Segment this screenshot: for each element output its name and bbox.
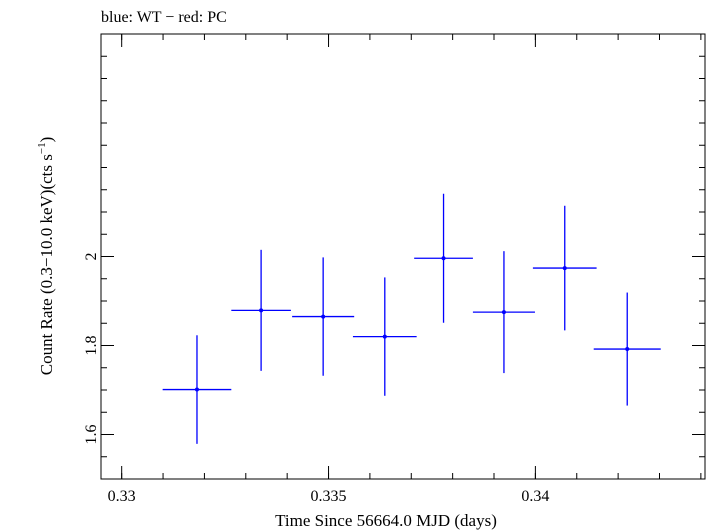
x-tick-label: 0.34	[521, 488, 549, 505]
data-point	[441, 256, 446, 261]
plot-frame	[100, 33, 706, 480]
y-axis-label-close: )	[37, 137, 56, 143]
data-point	[382, 334, 387, 339]
y-axis-label-superscript: −1	[36, 142, 48, 154]
x-axis-label: Time Since 56664.0 MJD (days)	[275, 511, 497, 530]
y-tick-label: 2	[83, 253, 100, 261]
x-tick-label: 0.335	[311, 488, 347, 505]
data-point	[625, 347, 630, 352]
y-tick-label: 1.8	[83, 336, 100, 356]
y-tick-labels: 1.6 1.8 2	[83, 253, 100, 445]
y-axis-label: Count Rate (0.3−10.0 keV)(cts s−1)	[36, 137, 56, 376]
y-axis-label-main: Count Rate (0.3−10.0 keV)(cts s	[37, 154, 56, 375]
data-series-wt	[162, 193, 661, 444]
x-tick-label: 0.33	[108, 488, 136, 505]
data-point	[194, 387, 199, 392]
data-point	[321, 314, 326, 319]
data-point	[501, 310, 506, 315]
y-tick-label: 1.6	[83, 425, 100, 445]
x-tick-labels: 0.33 0.335 0.34	[108, 488, 550, 505]
axis-ticks	[101, 33, 705, 480]
data-point	[562, 266, 567, 271]
data-point	[259, 308, 264, 313]
chart-title: blue: WT − red: PC	[101, 9, 227, 26]
